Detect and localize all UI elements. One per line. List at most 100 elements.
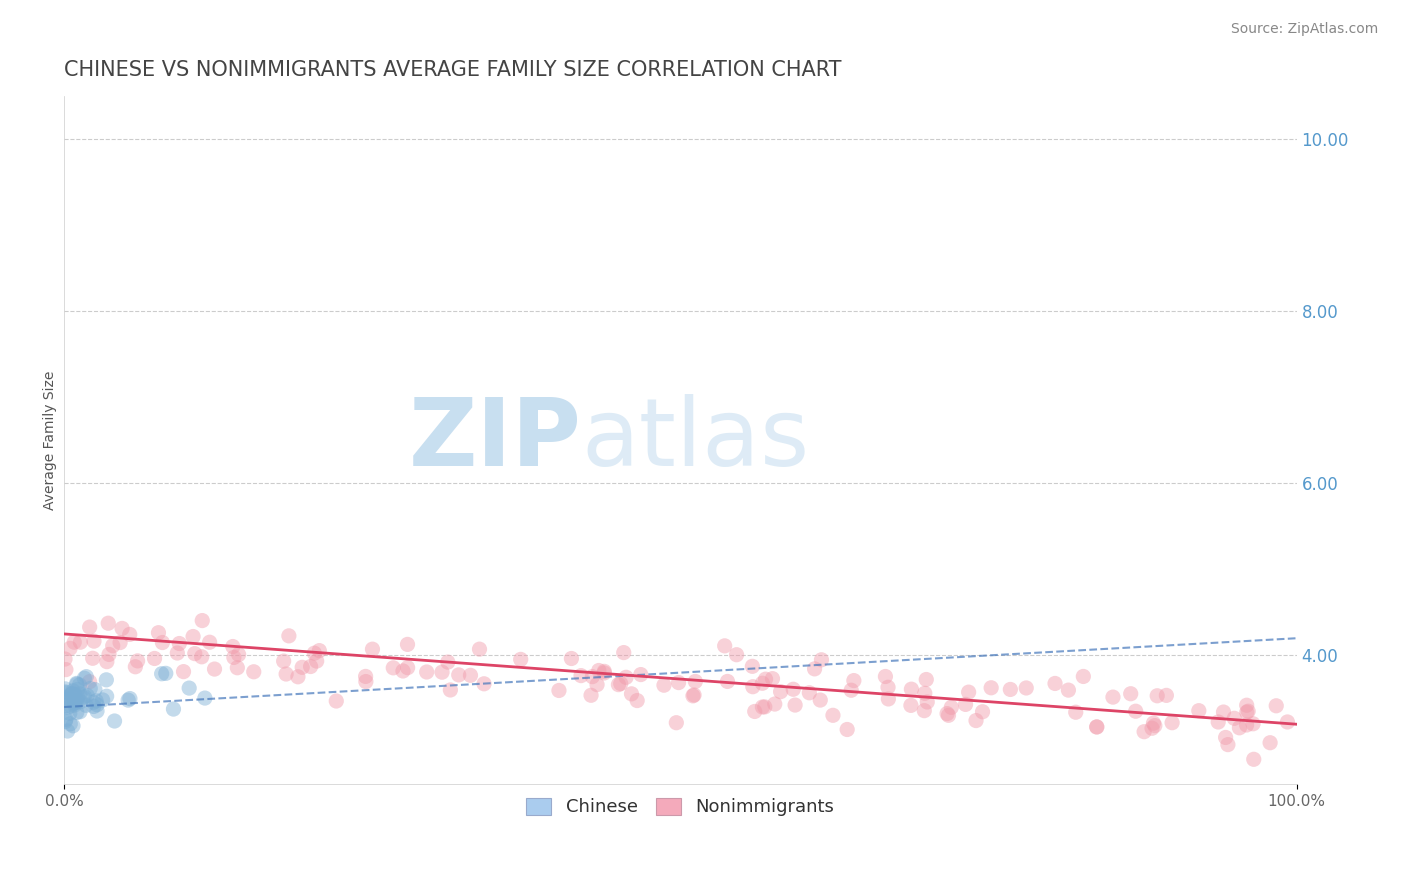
Point bbox=[273, 654, 295, 668]
Point bbox=[69, 687, 91, 701]
Point bbox=[744, 705, 766, 719]
Point bbox=[66, 677, 89, 691]
Point bbox=[581, 670, 603, 684]
Point bbox=[69, 695, 91, 709]
Point bbox=[936, 706, 959, 721]
Point bbox=[716, 674, 738, 689]
Point bbox=[1243, 752, 1265, 766]
Point bbox=[53, 681, 76, 696]
Point bbox=[103, 714, 125, 728]
Point bbox=[75, 670, 97, 684]
Point bbox=[83, 634, 105, 648]
Point bbox=[609, 676, 631, 690]
Point bbox=[304, 646, 326, 660]
Point bbox=[839, 683, 862, 698]
Point bbox=[242, 665, 264, 679]
Point bbox=[56, 700, 79, 714]
Point bbox=[668, 675, 690, 690]
Point bbox=[63, 695, 86, 709]
Point bbox=[86, 704, 108, 718]
Point bbox=[66, 693, 89, 707]
Point bbox=[741, 680, 763, 694]
Point bbox=[761, 672, 783, 686]
Point bbox=[354, 674, 377, 689]
Point bbox=[754, 672, 776, 686]
Point bbox=[436, 655, 458, 669]
Point bbox=[63, 696, 86, 710]
Point bbox=[108, 635, 131, 649]
Point bbox=[754, 699, 776, 714]
Point bbox=[808, 693, 831, 707]
Point bbox=[63, 687, 86, 701]
Point bbox=[173, 665, 195, 679]
Point bbox=[96, 673, 118, 687]
Point bbox=[468, 642, 491, 657]
Point bbox=[55, 686, 77, 700]
Point bbox=[82, 651, 104, 665]
Point bbox=[955, 698, 977, 712]
Point bbox=[83, 682, 105, 697]
Point bbox=[1188, 704, 1211, 718]
Point bbox=[799, 686, 821, 700]
Point bbox=[222, 640, 245, 654]
Point bbox=[59, 641, 82, 656]
Point bbox=[1212, 705, 1234, 719]
Point bbox=[198, 635, 221, 649]
Text: Source: ZipAtlas.com: Source: ZipAtlas.com bbox=[1230, 22, 1378, 37]
Point bbox=[725, 648, 748, 662]
Point bbox=[63, 696, 86, 710]
Point bbox=[124, 659, 146, 673]
Point bbox=[55, 663, 77, 677]
Point bbox=[439, 683, 461, 698]
Point bbox=[59, 698, 82, 713]
Point bbox=[810, 653, 832, 667]
Point bbox=[150, 666, 173, 681]
Point bbox=[194, 691, 217, 706]
Point bbox=[396, 660, 419, 674]
Point bbox=[785, 698, 807, 712]
Point bbox=[66, 690, 89, 704]
Point bbox=[155, 666, 177, 681]
Point bbox=[325, 694, 347, 708]
Point bbox=[72, 690, 94, 705]
Point bbox=[117, 693, 139, 707]
Text: CHINESE VS NONIMMIGRANTS AVERAGE FAMILY SIZE CORRELATION CHART: CHINESE VS NONIMMIGRANTS AVERAGE FAMILY … bbox=[65, 60, 842, 79]
Point bbox=[1146, 689, 1168, 703]
Point bbox=[1258, 736, 1281, 750]
Point bbox=[1133, 724, 1156, 739]
Point bbox=[143, 651, 166, 665]
Point bbox=[1236, 698, 1258, 713]
Point bbox=[957, 685, 980, 699]
Point bbox=[1143, 718, 1166, 732]
Point bbox=[79, 681, 101, 696]
Point bbox=[98, 648, 121, 662]
Point bbox=[69, 678, 91, 692]
Point bbox=[626, 693, 648, 707]
Point bbox=[191, 614, 214, 628]
Point bbox=[821, 708, 844, 723]
Point bbox=[53, 690, 76, 705]
Point bbox=[593, 665, 616, 679]
Point bbox=[1125, 704, 1147, 718]
Point bbox=[751, 676, 773, 690]
Point bbox=[287, 670, 309, 684]
Point bbox=[1085, 720, 1108, 734]
Point bbox=[579, 688, 602, 702]
Point bbox=[938, 708, 960, 723]
Point bbox=[308, 643, 330, 657]
Point bbox=[1236, 718, 1258, 732]
Point bbox=[1000, 682, 1022, 697]
Point bbox=[73, 671, 96, 685]
Point bbox=[118, 627, 141, 641]
Point bbox=[415, 665, 437, 679]
Point bbox=[1161, 715, 1184, 730]
Point bbox=[741, 659, 763, 673]
Point bbox=[683, 688, 706, 702]
Point bbox=[96, 690, 118, 704]
Point bbox=[593, 665, 616, 680]
Point bbox=[82, 695, 104, 709]
Point bbox=[665, 715, 688, 730]
Point bbox=[222, 650, 245, 665]
Point bbox=[392, 664, 415, 678]
Point bbox=[73, 690, 96, 704]
